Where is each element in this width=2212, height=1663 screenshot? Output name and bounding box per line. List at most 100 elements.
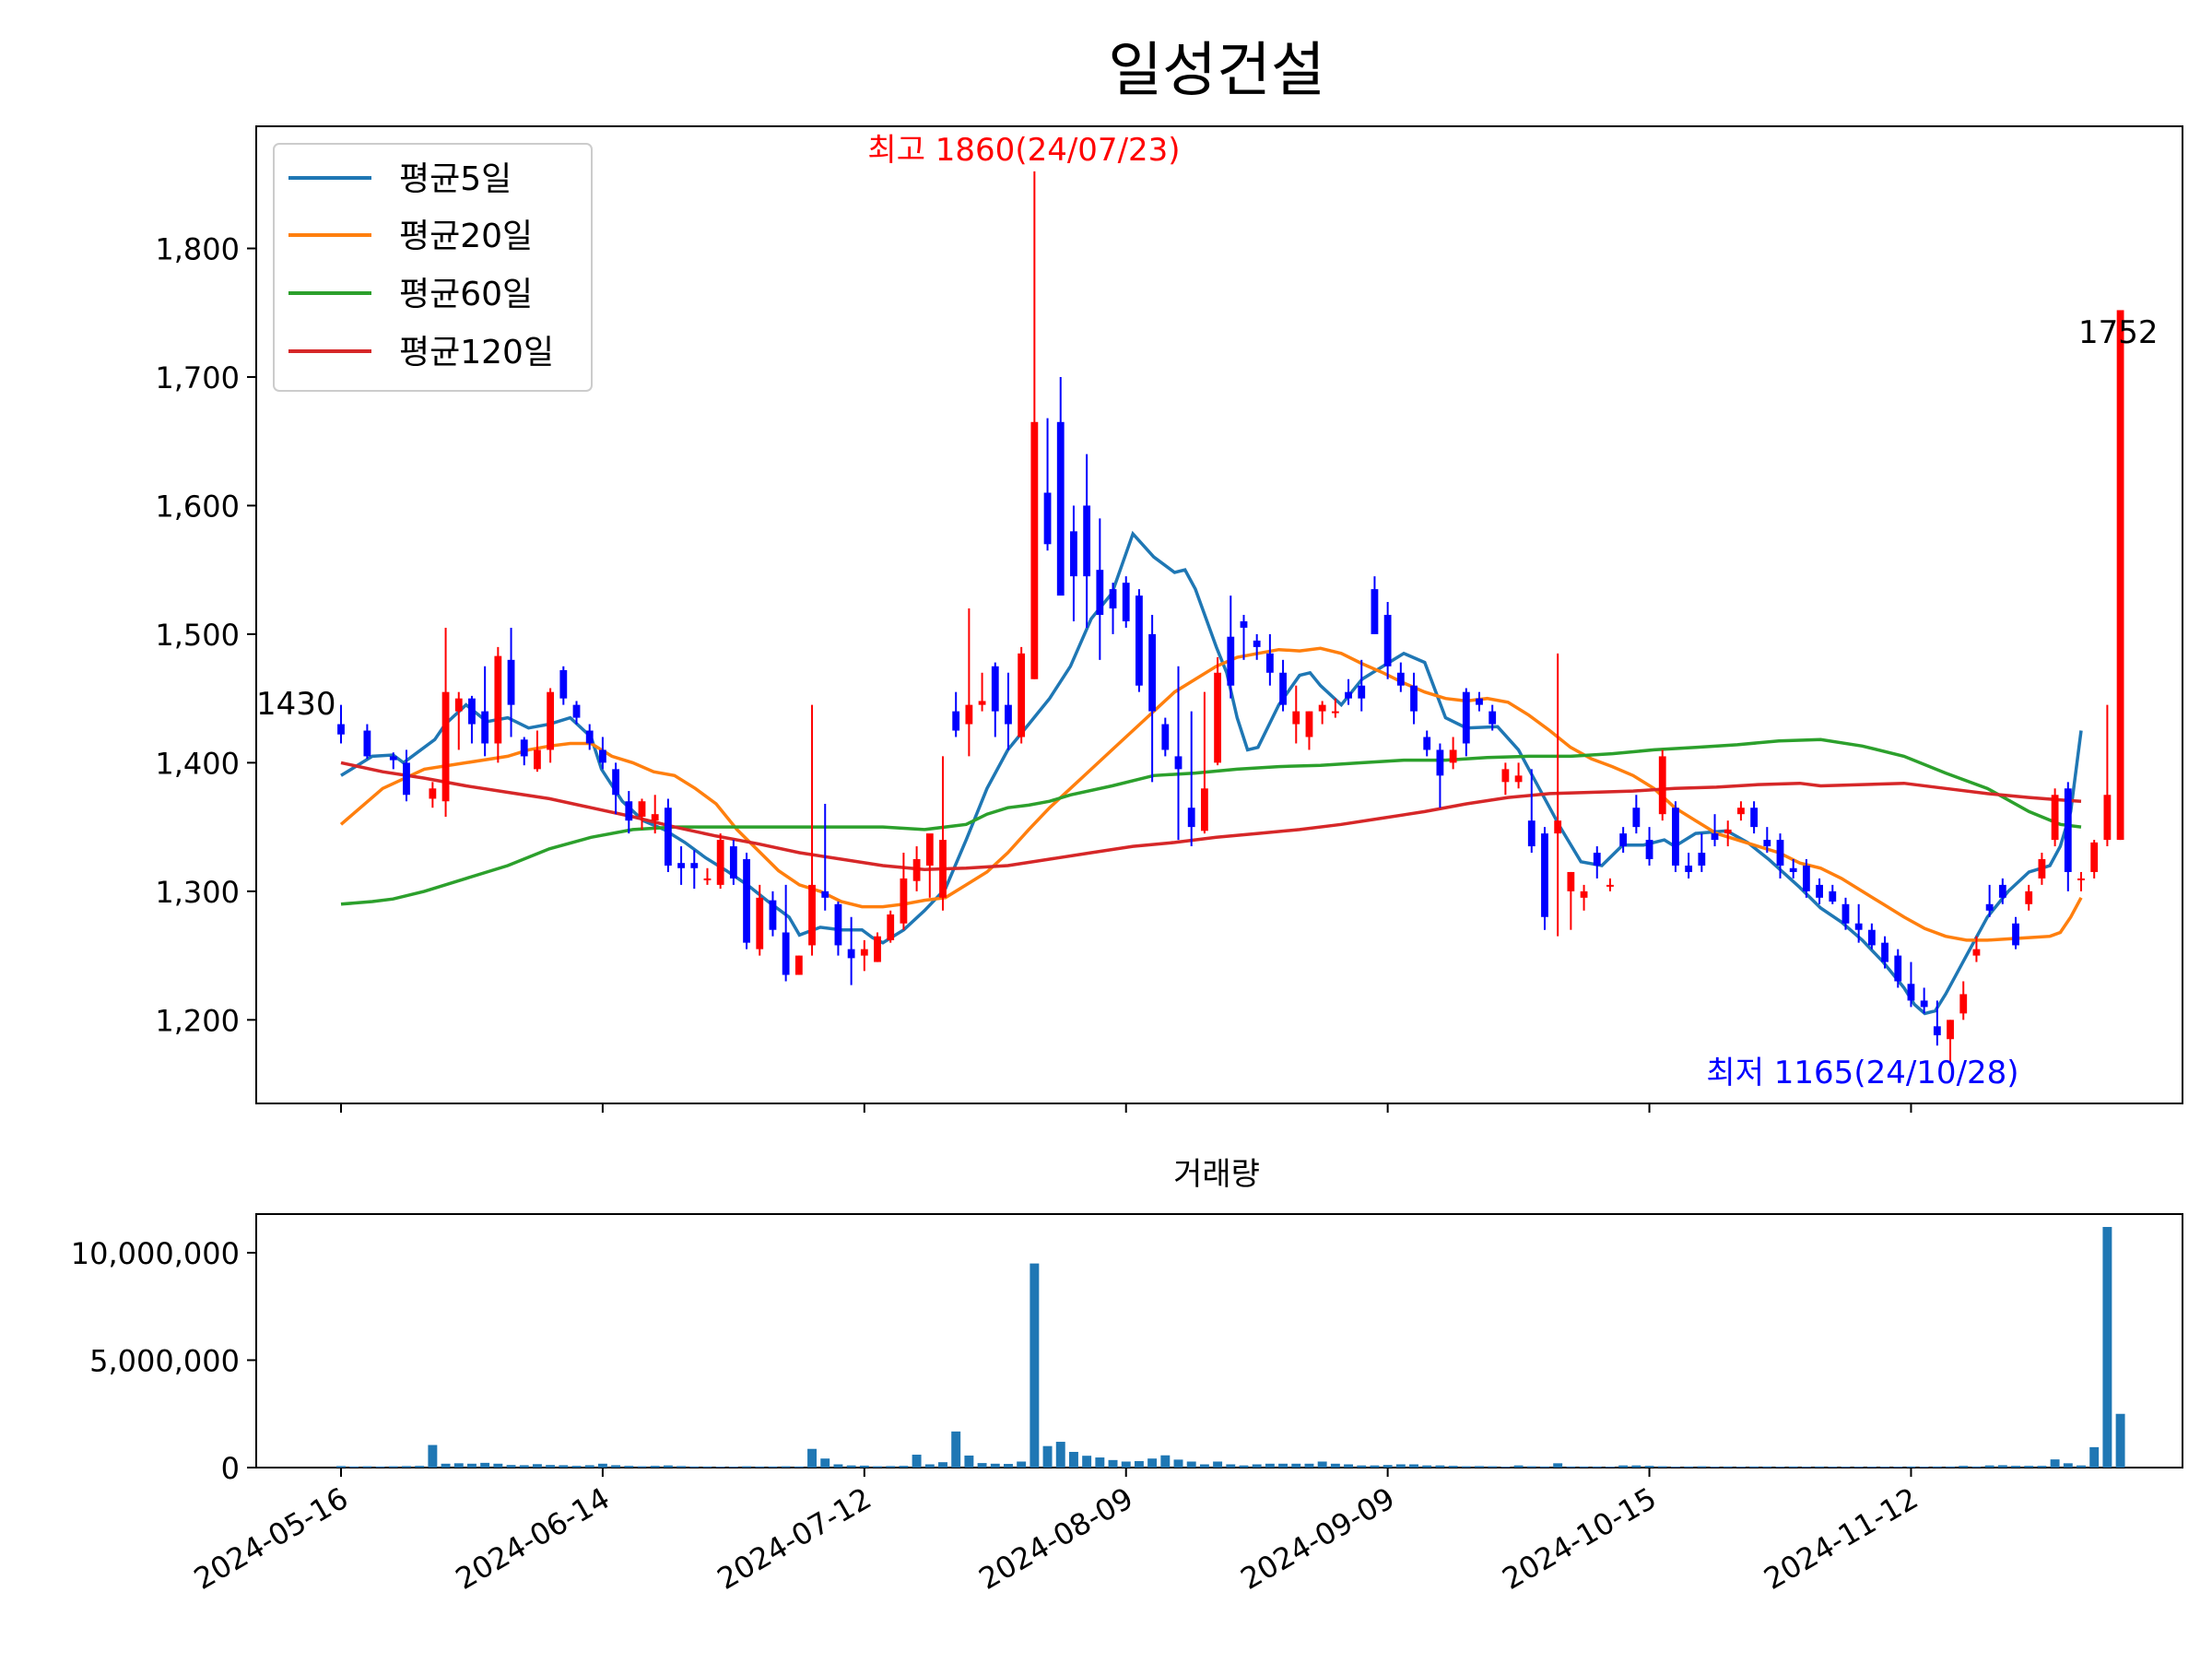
candle-body: [1672, 808, 1679, 866]
volume-bar: [859, 1465, 869, 1468]
x-date-label: 2024-06-14: [450, 1480, 616, 1597]
volume-bar: [584, 1465, 594, 1468]
chart-title: 일성건설: [1108, 37, 1325, 105]
candle-body: [1005, 704, 1012, 725]
price-y-tick-label: 1,400: [155, 746, 240, 781]
candle-body: [599, 749, 606, 763]
volume-bar: [532, 1464, 542, 1468]
volume-bar: [1239, 1465, 1249, 1468]
candle-body: [520, 739, 528, 757]
volume-bar: [362, 1466, 372, 1468]
volume-bar: [1971, 1466, 1982, 1468]
low-price-label: 최저 1165(24/10/28): [1706, 1055, 2018, 1091]
candle-body: [1122, 583, 1130, 621]
price-y-tick-label: 1,500: [155, 618, 240, 653]
candle-body: [2025, 890, 2033, 904]
volume-bar: [1592, 1466, 1602, 1468]
candle-body: [1920, 1000, 1928, 1008]
candle-body: [664, 808, 672, 866]
volume-bar: [768, 1466, 778, 1468]
candle-body: [2051, 795, 2059, 841]
volume-bar: [2089, 1446, 2100, 1468]
start-price-label: 1430: [256, 686, 336, 723]
candle-body: [1109, 589, 1117, 609]
legend: 평균5일 평균20일 평균60일 평균120일: [273, 143, 593, 392]
volume-bar: [833, 1464, 843, 1468]
volume-bar: [1265, 1463, 1275, 1468]
volume-bar: [1749, 1466, 1759, 1468]
volume-bar: [689, 1466, 700, 1468]
volume-bar: [990, 1463, 1000, 1468]
volume-bar: [977, 1463, 987, 1468]
price-y-axis: 1,200 1,300 1,400 1,500 1,600 1,700 1,800: [155, 232, 256, 1038]
volume-bar: [506, 1465, 516, 1468]
candle-body: [1070, 531, 1077, 577]
volume-bar: [1082, 1456, 1092, 1468]
volume-bar: [441, 1463, 451, 1468]
candle-body: [939, 840, 947, 898]
candle-body: [1449, 749, 1457, 763]
volume-x-axis: 2024-05-16 2024-06-14 2024-07-12 2024-08-09…: [188, 1468, 1924, 1597]
volume-bar: [951, 1431, 961, 1468]
volume-bar: [493, 1463, 503, 1468]
candle-body: [612, 769, 620, 796]
volume-bar: [1788, 1466, 1798, 1468]
candle-body: [874, 936, 881, 962]
volume-bar: [1566, 1466, 1576, 1468]
candle-body: [1947, 1020, 1954, 1040]
volume-bar: [1553, 1463, 1563, 1468]
volume-bar: [2011, 1466, 2020, 1468]
candle-body: [1305, 711, 1313, 737]
candle-body: [743, 859, 750, 943]
candle-body: [729, 846, 737, 879]
volume-bar: [2037, 1466, 2047, 1468]
x-date-label: 2024-10-15: [1496, 1480, 1662, 1597]
candle-body: [1593, 853, 1601, 866]
ma-line: [340, 530, 2083, 1016]
volume-bar: [1382, 1465, 1393, 1468]
volume-bar: [1697, 1466, 1707, 1468]
volume-bar: [428, 1445, 438, 1468]
candle-body: [403, 762, 410, 796]
candle-body: [860, 949, 868, 956]
candle-body: [389, 756, 397, 761]
candle-body: [2103, 795, 2112, 841]
volume-bar: [1055, 1442, 1065, 1468]
candle-body: [978, 701, 986, 705]
volume-bar: [349, 1466, 359, 1468]
volume-bar: [1775, 1467, 1785, 1468]
candle-body: [1737, 808, 1745, 815]
volume-bar: [1291, 1463, 1301, 1468]
candle-body: [1358, 685, 1366, 699]
end-price-label: 1752: [2078, 314, 2159, 351]
candle-body: [1292, 711, 1300, 725]
moving-average-lines: [339, 530, 2083, 1016]
candle-body: [1554, 820, 1562, 834]
volume-bar: [2115, 1413, 2125, 1468]
volume-bar: [1906, 1466, 1916, 1468]
candle-body: [2064, 788, 2072, 872]
volume-bar: [1684, 1466, 1694, 1468]
volume-bar: [677, 1466, 687, 1468]
volume-bar: [912, 1455, 922, 1468]
candle-body: [2090, 842, 2099, 872]
volume-bar: [1121, 1461, 1131, 1468]
volume-bar: [1932, 1466, 1942, 1468]
candle-body: [1711, 833, 1719, 841]
candle-body: [481, 711, 489, 744]
volume-bar: [702, 1466, 712, 1468]
volume-bar: [402, 1466, 411, 1468]
volume-bar: [480, 1462, 490, 1468]
candle-body: [1829, 890, 1837, 902]
candle-body: [1841, 903, 1850, 924]
candle-body: [965, 704, 973, 725]
volume-bar: [375, 1466, 385, 1468]
candle-body: [2116, 310, 2124, 841]
volume-bar: [1657, 1466, 1667, 1468]
candle-body: [847, 949, 855, 959]
volume-y-tick-label: 10,000,000: [71, 1236, 240, 1271]
candle-body: [1383, 615, 1392, 666]
volume-bar: [2050, 1459, 2060, 1468]
candle-body: [1253, 640, 1261, 647]
candle-body: [2038, 859, 2046, 879]
